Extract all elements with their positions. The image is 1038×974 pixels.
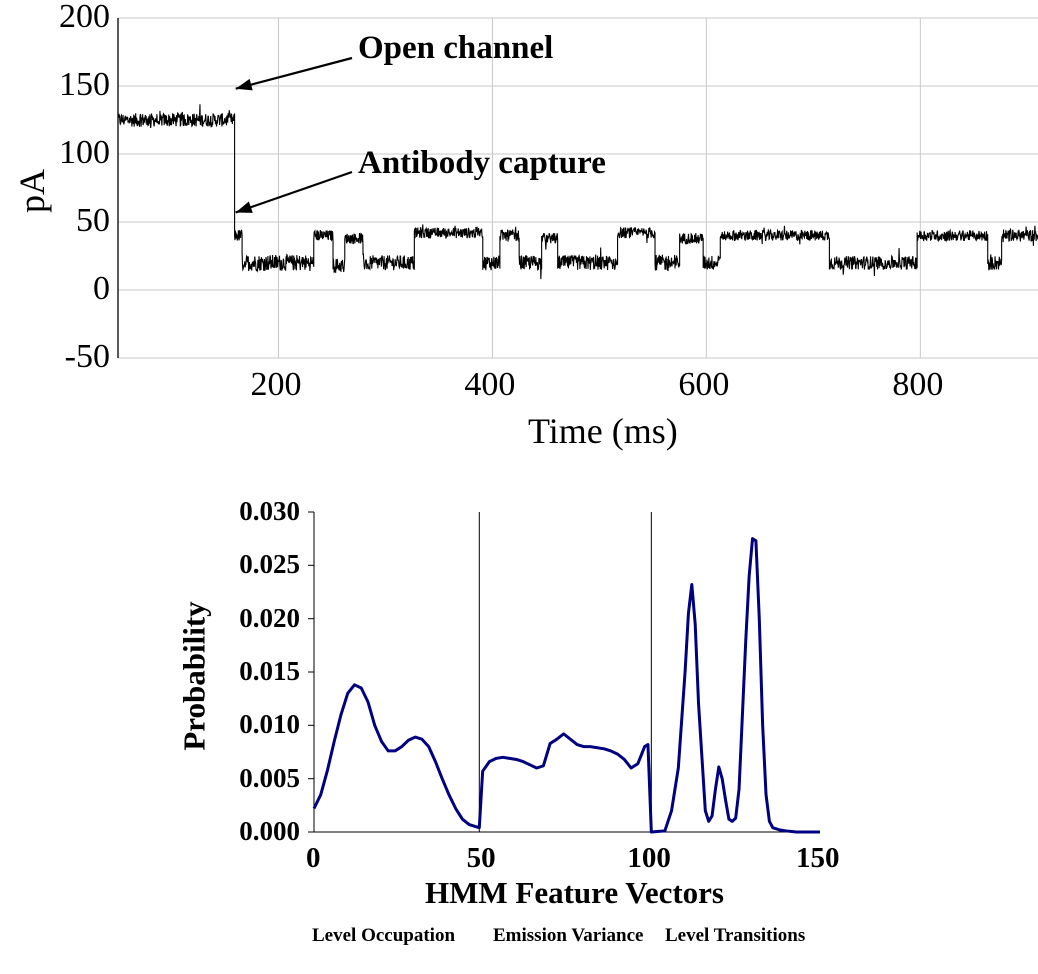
- c1-arrow-head-0: [235, 78, 253, 91]
- c1-x-tick-label: 400: [464, 366, 516, 403]
- c2-y-tick-label: 0.015: [239, 656, 300, 686]
- c2-y-tick-label: 0.005: [239, 762, 300, 793]
- c2-section-dividers: [478, 512, 652, 832]
- segment-label-emission-variance: Emission Variance: [493, 925, 644, 946]
- c2-x-tick-label: 0: [306, 842, 321, 874]
- c1-y-tick-label: 50: [76, 202, 110, 239]
- segment-label-level-transitions: Level Transitions: [665, 925, 806, 946]
- c2-series-group: [312, 537, 820, 834]
- c1-x-tick-label: 800: [892, 366, 944, 403]
- c2-y-tick-label: 0.025: [239, 549, 300, 580]
- c2-probability-line: [312, 537, 820, 834]
- current-trace-chart: [117, 17, 1038, 359]
- c2-y-tick-label: 0.000: [239, 816, 300, 846]
- c1-x-axis-label: Time (ms): [528, 411, 678, 451]
- c2-x-axis-label: HMM Feature Vectors: [425, 875, 724, 910]
- c1-trace-group: [117, 104, 1038, 280]
- c1-y-axis-label: pA: [12, 169, 52, 213]
- c1-y-tick-label: 0: [93, 270, 110, 307]
- open-channel-annotation: Open channel: [358, 30, 554, 66]
- segment-label-level-occupation: Level Occupation: [312, 925, 456, 946]
- c1-x-tick-label: 600: [678, 366, 730, 403]
- c1-gridlines: [118, 17, 1038, 359]
- antibody-capture-annotation: Antibody capture: [358, 145, 606, 181]
- c1-current-trace-line: [117, 104, 1038, 280]
- c1-arrow-head-1: [235, 201, 253, 213]
- c1-x-tick-label: 200: [250, 366, 302, 403]
- c2-axes: [308, 511, 820, 833]
- c2-y-tick-label: 0.020: [239, 602, 300, 633]
- c1-arrow-line-0: [235, 56, 353, 90]
- c1-arrow-line-1: [235, 170, 353, 214]
- c1-y-tick-label: 150: [59, 66, 110, 103]
- c1-y-tick-label: 100: [59, 134, 110, 171]
- c1-annotation-arrows: [235, 56, 353, 214]
- c2-y-tick-label: 0.010: [239, 709, 300, 740]
- c2-x-tick-label: 100: [627, 842, 671, 874]
- c2-y-tick-label: 0.030: [239, 496, 300, 526]
- c1-y-tick-label: -50: [64, 338, 110, 375]
- c2-x-tick-label: 50: [466, 842, 496, 874]
- c2-x-tick-label: 150: [796, 842, 840, 874]
- c2-y-axis-label: Probability: [176, 601, 212, 751]
- probability-chart: [308, 511, 820, 834]
- c1-y-tick-label: 200: [59, 0, 110, 35]
